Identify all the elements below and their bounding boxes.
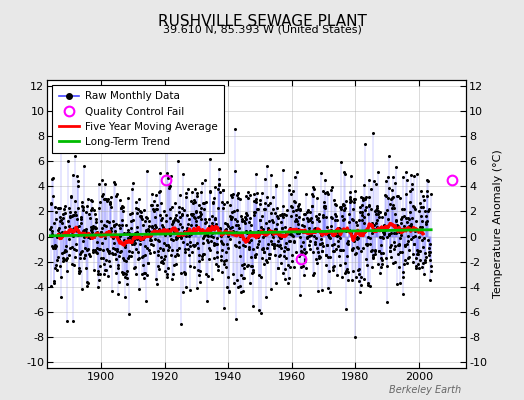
Legend: Raw Monthly Data, Quality Control Fail, Five Year Moving Average, Long-Term Tren: Raw Monthly Data, Quality Control Fail, …: [52, 85, 224, 153]
Y-axis label: Temperature Anomaly (°C): Temperature Anomaly (°C): [493, 150, 503, 298]
Text: RUSHVILLE SEWAGE PLANT: RUSHVILLE SEWAGE PLANT: [158, 14, 366, 29]
Text: Berkeley Earth: Berkeley Earth: [389, 385, 461, 395]
Text: 39.610 N, 85.393 W (United States): 39.610 N, 85.393 W (United States): [162, 24, 362, 34]
